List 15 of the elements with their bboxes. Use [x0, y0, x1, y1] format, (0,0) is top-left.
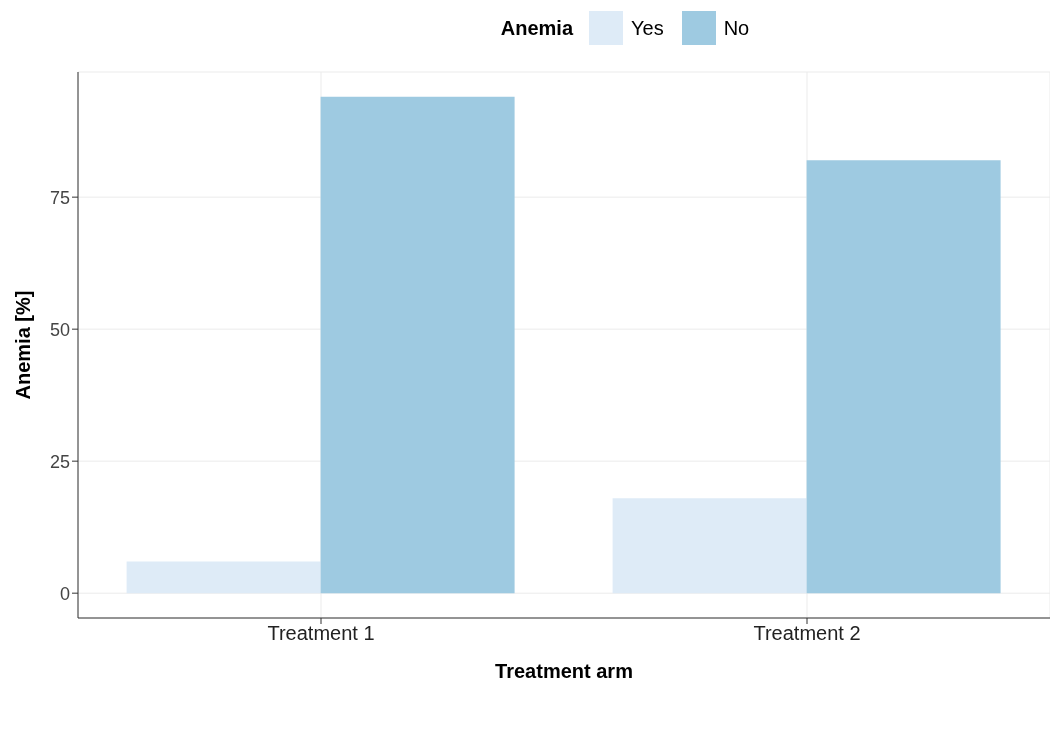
y-tick-label: 75	[49, 187, 70, 208]
bar	[320, 96, 515, 594]
y-tick-label: 25	[49, 451, 70, 472]
x-axis-title: Treatment arm	[495, 660, 633, 682]
y-tick-label: 50	[49, 319, 70, 340]
bar	[806, 160, 1001, 594]
y-axis-title: Anemia [%]	[12, 290, 35, 400]
x-tick-label: Treatment 2	[753, 622, 861, 645]
bar	[126, 561, 321, 594]
y-tick-label: 0	[59, 583, 70, 604]
legend-title: Anemia	[500, 16, 574, 40]
legend-label: No	[723, 16, 750, 40]
legend-label: Yes	[631, 16, 664, 40]
bar	[612, 498, 807, 594]
x-tick-label: Treatment 1	[267, 622, 375, 645]
